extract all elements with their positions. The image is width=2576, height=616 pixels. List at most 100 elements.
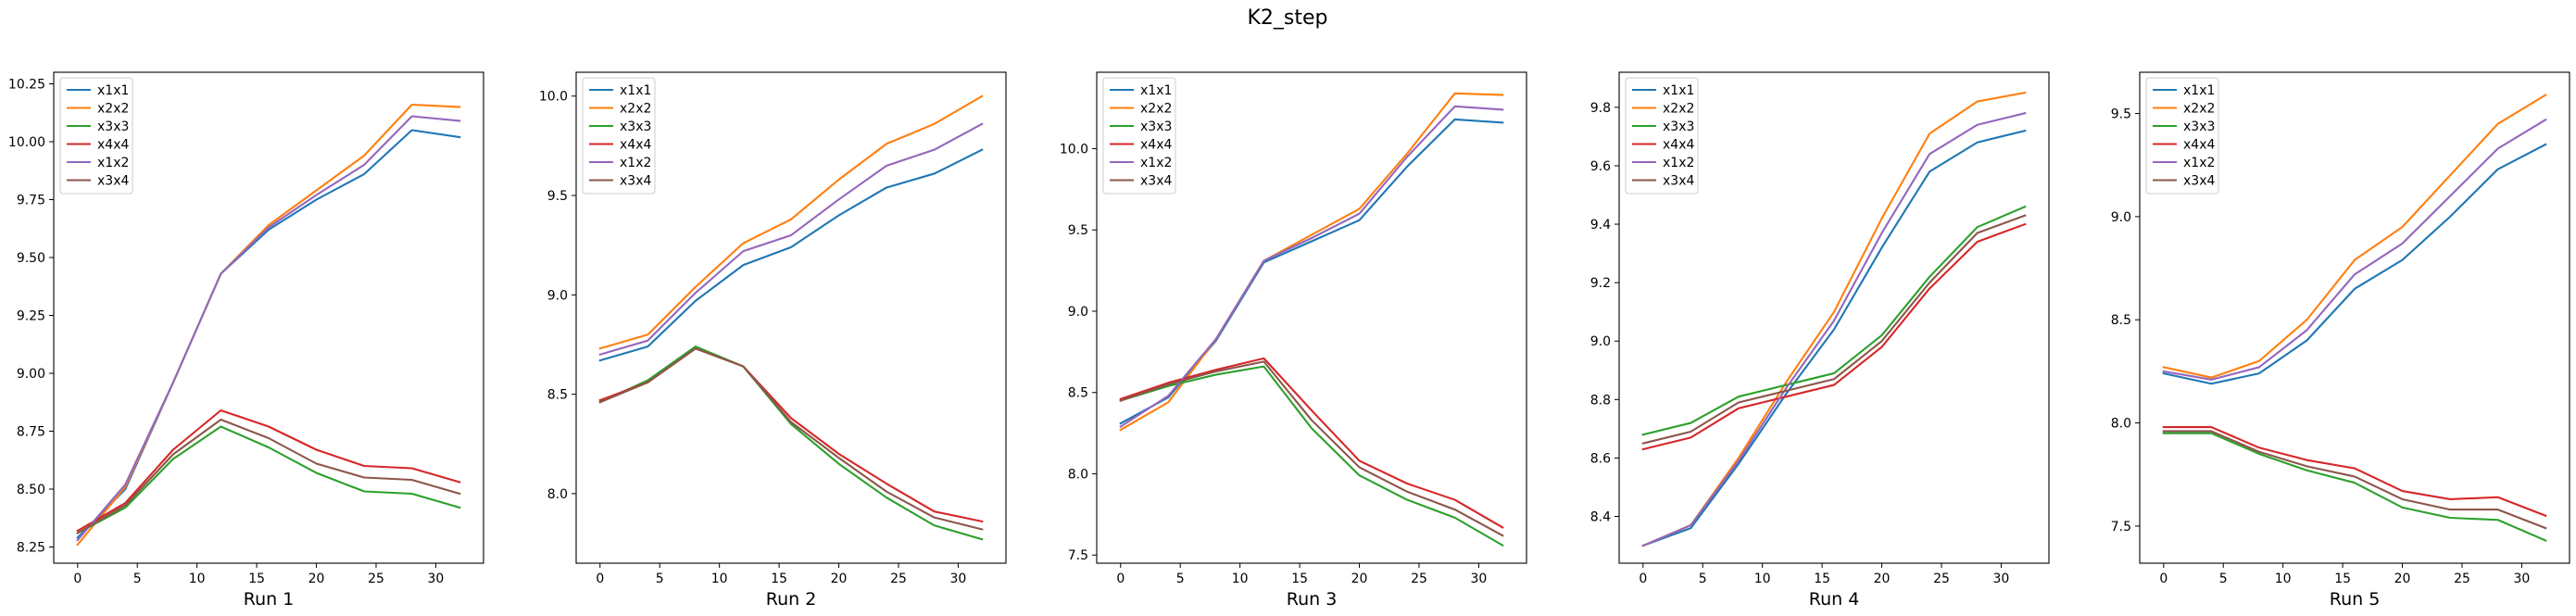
series-line-x4x4: [1119, 357, 1504, 529]
legend-label-x2x2: x2x2: [97, 102, 129, 117]
legend-label-x4x4: x4x4: [1663, 138, 1694, 153]
series-lines: [1641, 91, 2027, 547]
y-tick-label: 8.0: [547, 487, 568, 502]
y-tick-label: 8.6: [1590, 451, 1611, 466]
axes-frame: [1096, 71, 1527, 564]
legend-label-x3x4: x3x4: [1140, 174, 1172, 189]
series-lines: [2162, 94, 2547, 542]
legend-label-x1x2: x1x2: [1663, 156, 1694, 170]
series-line-x3x4: [598, 347, 984, 531]
series-line-x1x2: [1119, 105, 1504, 429]
y-tick-label: 9.5: [2111, 107, 2131, 122]
subplot-grid: 0 5 10 15 20 25 308.258.508.759.009.259.509.75…: [8, 71, 2570, 610]
y-tick-label: 10.25: [8, 78, 45, 93]
x-tick-label: 20: [1351, 572, 1368, 586]
legend-label-x3x4: x3x4: [97, 174, 129, 189]
y-tick-label: 9.8: [1590, 101, 1611, 116]
x-tick-label: 10: [2275, 572, 2292, 586]
series-line-x3x4: [1641, 214, 2027, 445]
x-tick-label: 5: [656, 572, 664, 586]
legend-label-x1x2: x1x2: [620, 156, 651, 170]
legend: x1x1 x2x2 x3x3 x4x4 x1x2 x3x4: [582, 77, 656, 195]
series-line-x1x1: [1641, 129, 2027, 547]
series-line-x1x2: [598, 122, 984, 357]
axes-frame: [575, 71, 1007, 564]
y-tick-label: 8.75: [17, 425, 45, 440]
x-tick-label: 25: [890, 572, 907, 586]
y-tick-label: 8.5: [547, 388, 568, 403]
y-tick-label: 7.5: [1068, 548, 1088, 563]
legend: x1x1 x2x2 x3x3 x4x4 x1x2 x3x4: [1625, 77, 1699, 195]
series-lines: [1119, 92, 1504, 547]
series-line-x1x1: [598, 148, 984, 362]
x-tick-label: 0: [2159, 572, 2168, 586]
legend-label-x2x2: x2x2: [620, 102, 651, 117]
legend-label-x1x2: x1x2: [1140, 156, 1172, 170]
y-tick-label: 8.4: [1590, 510, 1611, 525]
y-axis-ticks: 7.5 8.0 8.5 9.0 9.5 10.0: [1060, 142, 1097, 563]
x-tick-label: 20: [308, 572, 325, 586]
legend-label-x2x2: x2x2: [1140, 102, 1172, 117]
axes-frame: [2139, 71, 2570, 564]
y-tick-label: 8.5: [2111, 313, 2131, 328]
y-tick-label: 10.0: [1060, 142, 1088, 157]
series-line-x3x4: [2162, 430, 2547, 530]
y-tick-label: 10.0: [539, 90, 568, 105]
x-tick-label: 30: [1471, 572, 1488, 586]
series-line-x1x2: [76, 115, 461, 542]
series-line-x2x2: [1119, 92, 1504, 432]
x-tick-label: 15: [248, 572, 265, 586]
x-axis-label: Run 5: [2330, 589, 2381, 610]
legend-label-x1x1: x1x1: [620, 83, 651, 98]
series-line-x3x3: [76, 425, 461, 534]
y-tick-label: 9.0: [1068, 305, 1088, 320]
legend-label-x3x3: x3x3: [1140, 119, 1172, 134]
legend-label-x3x3: x3x3: [620, 119, 651, 134]
y-axis-ticks: 7.5 8.0 8.5 9.0 9.5: [2111, 107, 2140, 534]
x-tick-label: 30: [950, 572, 967, 586]
legend-label-x1x1: x1x1: [97, 83, 129, 98]
legend-label-x3x4: x3x4: [2183, 174, 2215, 189]
y-tick-label: 7.5: [2111, 520, 2131, 534]
y-tick-label: 9.4: [1590, 218, 1611, 233]
x-tick-label: 30: [2514, 572, 2531, 586]
y-tick-label: 8.50: [17, 483, 45, 497]
series-line-x4x4: [2162, 425, 2547, 518]
y-tick-label: 9.75: [17, 194, 45, 208]
x-tick-label: 10: [189, 572, 206, 586]
x-axis-label: Run 1: [244, 589, 295, 610]
x-axis-ticks: 0 5 10 15 20 25 30: [73, 563, 444, 586]
y-tick-label: 9.25: [17, 309, 45, 324]
axes-frame: [53, 71, 484, 564]
x-tick-label: 5: [2219, 572, 2228, 586]
series-line-x4x4: [76, 409, 461, 533]
series-line-x2x2: [2162, 94, 2547, 379]
x-tick-label: 15: [771, 572, 787, 586]
x-tick-label: 0: [73, 572, 82, 586]
x-axis-label: Run 2: [766, 589, 817, 610]
series-line-x1x2: [2162, 118, 2547, 381]
x-axis-ticks: 0 5 10 15 20 25 30: [596, 563, 966, 586]
legend-box: [582, 77, 656, 195]
x-axis-label: Run 4: [1809, 589, 1860, 610]
y-tick-label: 9.0: [1590, 334, 1611, 349]
series-line-x2x2: [598, 94, 984, 350]
y-tick-label: 9.00: [17, 367, 45, 382]
x-tick-label: 15: [2334, 572, 2351, 586]
series-line-x3x3: [2162, 432, 2547, 542]
x-tick-label: 0: [1639, 572, 1647, 586]
legend-label-x1x2: x1x2: [97, 156, 129, 170]
subplot-run-2: 0 5 10 15 20 25 30 8.0 8.5 9.0 9.5 10.0 Run 2 x1x1 x2x…: [539, 71, 1007, 610]
x-tick-label: 20: [831, 572, 848, 586]
legend-box: [1625, 77, 1699, 195]
y-axis-ticks: 8.4 8.6 8.8 9.0 9.2 9.4 9.6 9.8: [1590, 101, 1619, 525]
x-tick-label: 5: [1699, 572, 1707, 586]
legend-label-x4x4: x4x4: [2183, 138, 2215, 153]
x-tick-label: 25: [2454, 572, 2470, 586]
legend-label-x3x3: x3x3: [97, 119, 129, 134]
legend-label-x4x4: x4x4: [620, 138, 651, 153]
axes-frame: [1618, 71, 2050, 564]
x-tick-label: 10: [711, 572, 728, 586]
legend-box: [2145, 77, 2219, 195]
